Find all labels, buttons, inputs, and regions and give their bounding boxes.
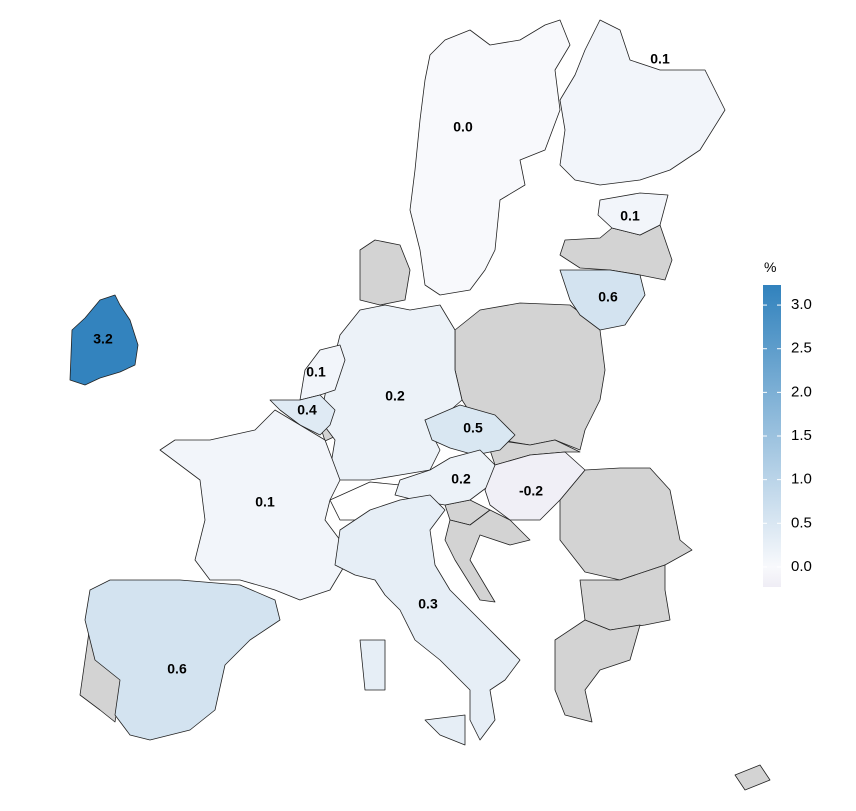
value-label-austria: 0.2	[451, 471, 471, 487]
region-spain	[84, 579, 281, 741]
region-italy	[334, 494, 521, 741]
region-romania	[559, 467, 693, 581]
region-finland	[559, 19, 726, 186]
region-lithuania	[559, 269, 646, 331]
legend-colorbar	[763, 285, 781, 587]
value-label-spain: 0.6	[167, 661, 187, 677]
region-cyprus	[734, 764, 771, 791]
region-hungary	[484, 451, 586, 521]
value-label-belgium: 0.4	[297, 402, 317, 418]
legend-tick-label: 2.0	[791, 383, 812, 400]
region-ireland	[69, 294, 139, 386]
legend-tick-label: 1.0	[791, 471, 812, 488]
legend-tick-label: 2.5	[791, 340, 812, 357]
value-label-hungary: -0.2	[519, 483, 543, 499]
legend-tick-label: 1.5	[791, 427, 812, 444]
region-estonia	[597, 192, 669, 236]
value-label-ireland: 3.2	[93, 331, 113, 347]
region-czechia	[424, 404, 516, 456]
legend-tick-label: 0.0	[791, 558, 812, 575]
region-latvia	[559, 224, 673, 281]
value-label-lithuania: 0.6	[598, 289, 618, 305]
value-label-italy: 0.3	[418, 596, 438, 612]
region-croatia	[444, 509, 531, 603]
region-france	[159, 409, 346, 601]
value-label-czechia: 0.5	[463, 420, 483, 436]
legend-tick-label: 3.0	[791, 296, 812, 313]
value-label-finland: 0.1	[650, 51, 670, 67]
region-belgium	[269, 394, 336, 436]
region-netherlands	[299, 344, 346, 401]
region-sweden	[409, 19, 571, 296]
legend-title: %	[764, 259, 777, 275]
value-label-germany: 0.2	[385, 388, 405, 404]
region-greece	[554, 619, 641, 723]
region-italy	[359, 639, 386, 691]
region-italy	[424, 714, 466, 746]
value-label-estonia: 0.1	[620, 208, 640, 224]
value-label-france: 0.1	[255, 494, 275, 510]
legend-tick-label: 0.5	[791, 514, 812, 531]
value-label-netherlands: 0.1	[306, 364, 326, 380]
value-label-sweden: 0.0	[453, 119, 473, 135]
region-denmark	[359, 239, 411, 306]
